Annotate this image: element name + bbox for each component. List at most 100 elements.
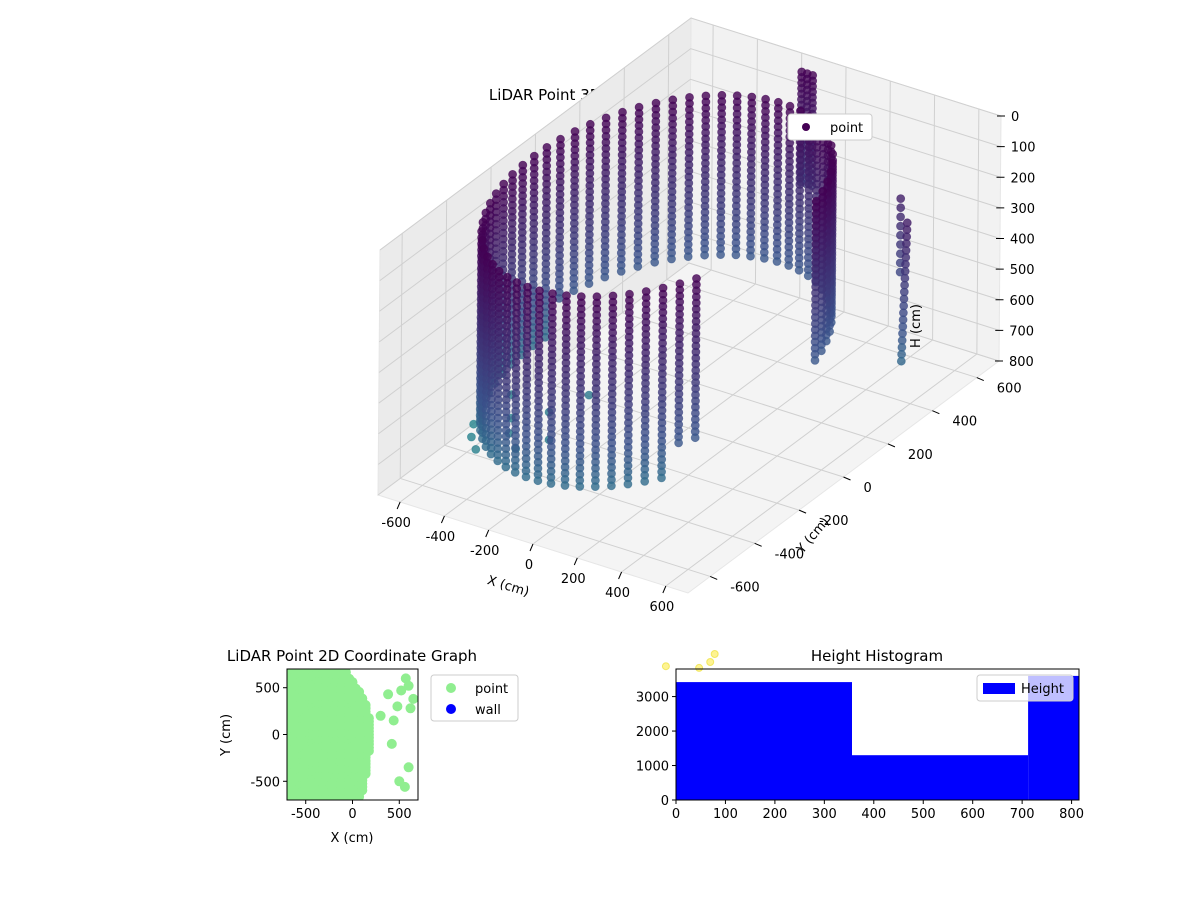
legend-label-wall: wall [475,703,501,718]
chart-2d-ticks: -500 0 500 -500 0 500 [250,682,411,822]
point-marker [405,703,416,714]
lidar-point [471,444,481,454]
legend-marker-point [446,683,456,693]
x-tick-label: 300 [812,807,837,822]
lidar-point [810,355,820,365]
lidar-point [803,271,813,281]
z-tick-label: 700 [1009,324,1034,339]
lidar-point [772,257,782,266]
z-tick-label: 200 [1011,171,1036,186]
lidar-point [759,253,769,263]
x-tick [396,501,401,510]
x-tick-label: 100 [713,807,738,822]
lidar-point [521,472,531,482]
y-tick-label: 0 [661,794,669,809]
far-point [695,663,704,672]
chart-3d-legend: point [787,113,873,141]
x-tick-label: 800 [1059,807,1084,822]
x-tick-label: -500 [291,807,321,822]
lidar-point [623,479,633,489]
lidar-point [896,212,905,222]
histogram-bars [676,675,1079,800]
chart-3d-y-label: Y (cm) [793,515,832,558]
y-tick-label: 3000 [636,691,669,706]
lidar-point [896,203,906,213]
point-marker [392,701,403,712]
point-marker [403,762,414,773]
far-point [706,658,715,666]
far-point [710,650,719,658]
chart-2d-y-label: Y (cm) [219,714,234,757]
lidar-3d-chart: LiDAR Point 3D Coordinate Graph -600-400… [376,16,1036,692]
lidar-point [533,476,543,486]
y-tick-label: 600 [997,382,1022,397]
y-tick [932,410,940,415]
lidar-point [616,266,626,276]
x-tick [440,515,445,524]
point-marker [337,669,348,674]
lidar-point [731,250,741,260]
x-tick-label: 200 [762,807,787,822]
height-histogram: Height Histogram 0 100 200 300 400 500 600 700 8… [636,647,1084,822]
lidar-point [493,456,503,466]
x-tick-label: -600 [381,516,411,531]
legend-marker-point [802,123,810,131]
z-tick-label: 600 [1010,294,1035,309]
x-tick-label: -200 [470,544,500,559]
x-tick [662,585,667,594]
y-tick-label: 500 [255,682,280,697]
y-tick-label: 2000 [636,725,669,740]
lidar-point [674,438,683,448]
x-tick-label: 0 [348,807,356,822]
point-marker [375,710,386,721]
lidar-point [584,279,594,289]
point-marker [396,685,407,696]
z-tick-label: 100 [1011,141,1036,156]
y-tick [798,509,807,514]
lidar-point [657,473,666,483]
x-tick-label: 0 [672,807,680,822]
x-tick [529,543,534,552]
point-marker [394,776,405,787]
chart-2d-legend: point wall [430,674,519,722]
lidar-point [896,356,906,366]
x-tick-label: -400 [426,530,456,545]
legend-label-point: point [475,682,508,697]
lidar-point [784,261,794,270]
lidar-point [700,250,709,260]
histogram-ticks: 0 100 200 300 400 500 600 700 800 0 1000 2000 3000 [636,691,1084,822]
chart-2d-points [287,669,418,800]
x-tick-label: 200 [561,572,586,587]
chart-2d-title: LiDAR Point 2D Coordinate Graph [227,647,477,665]
x-tick-label: 0 [525,558,533,573]
histogram-legend: Height [976,674,1074,702]
histogram-frame [675,668,1080,801]
legend-marker-wall [446,704,456,714]
point-marker [386,738,397,749]
x-tick [618,571,623,580]
point-marker [383,689,394,700]
lidar-2d-chart: LiDAR Point 2D Coordinate Graph -500 0 500… [219,647,519,846]
lidar-point [560,481,570,490]
z-tick-label: 300 [1010,202,1035,217]
x-tick-label: 600 [649,600,674,615]
y-tick-label: 1000 [636,760,669,775]
histogram-title: Height Histogram [811,647,943,665]
lidar-point [650,257,660,267]
lidar-point [746,251,755,261]
point-marker [400,673,411,684]
histogram-bar [852,755,1028,800]
y-tick-label: 0 [864,481,872,496]
lidar-point [501,462,511,472]
z-tick-label: 400 [1010,233,1035,248]
far-point [661,662,670,671]
y-tick [754,542,762,547]
lidar-point [569,286,579,296]
x-tick [573,557,578,566]
lidar-point [590,482,600,492]
x-tick-label: 400 [861,807,886,822]
y-tick-label: -400 [775,547,805,562]
chart-2d-x-label: X (cm) [331,831,374,846]
x-tick-label: 400 [605,586,630,601]
